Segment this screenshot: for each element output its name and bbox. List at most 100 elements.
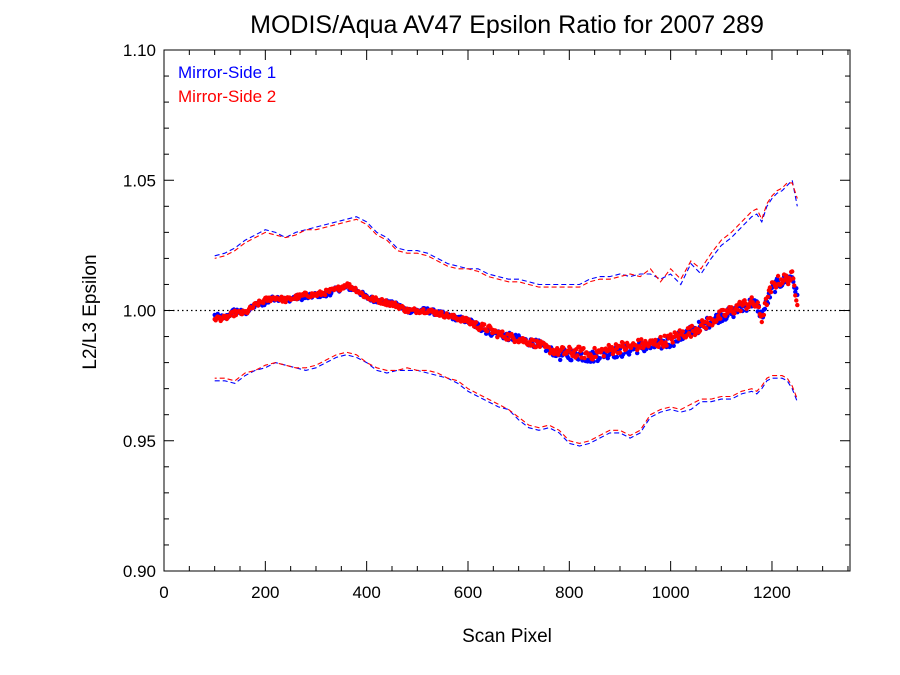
mirror-side-2-point: [755, 300, 760, 305]
mirror-side-2-point: [775, 273, 781, 279]
mirror-side-2-point: [577, 344, 582, 350]
mirror-side-2-point: [786, 281, 791, 287]
mirror-side-2-point: [568, 346, 573, 351]
legend: Mirror-Side 1 Mirror-Side 2: [178, 63, 276, 106]
mirror-side-1-point: [772, 289, 778, 295]
mirror-side-2-point: [495, 335, 500, 340]
mirror-side-2-point: [765, 294, 771, 299]
mirror-side-1-point: [614, 354, 620, 360]
mirror-side-2-point: [793, 293, 798, 298]
mirror-side-2-point: [790, 269, 795, 274]
x-axis-label: Scan Pixel: [462, 626, 552, 647]
x-tick-label: 0: [159, 583, 168, 602]
mirror-side-2-point: [353, 285, 358, 291]
mirror-side-2-point: [795, 302, 800, 308]
mirror-side-2-point: [703, 326, 709, 331]
mirror-side-2-upper-bound: [214, 182, 798, 288]
mirror-side-2-point: [697, 328, 703, 333]
legend-entry-mirror-side-1: Mirror-Side 1: [178, 63, 276, 82]
mirror-side-2-point: [575, 353, 580, 358]
mirror-side-2-point: [609, 345, 615, 350]
mirror-side-2-point: [639, 337, 644, 342]
axis-ticks: 0 200 400 600 800 1000 1200 0.90 0.95 1.00 1.05 1.1…: [123, 41, 850, 602]
mirror-side-2-point: [421, 307, 426, 312]
mirror-side-2-point: [617, 350, 623, 355]
mirror-side-1-point: [569, 358, 574, 363]
mirror-side-2-point: [635, 347, 640, 353]
x-tick-label: 400: [352, 583, 380, 602]
mirror-side-2-point: [670, 340, 675, 345]
mirror-side-1-point: [626, 352, 632, 357]
mirror-side-2-point: [555, 346, 560, 351]
mirror-side-2-point: [784, 273, 789, 278]
y-tick-label: 1.05: [123, 171, 156, 190]
mirror-side-2-point: [485, 329, 490, 334]
plot-area: [164, 179, 850, 447]
mirror-side-2-point: [439, 309, 444, 315]
mirror-side-2-point: [656, 344, 661, 349]
mirror-side-2-point: [437, 313, 442, 318]
mirror-side-2-point: [623, 346, 629, 352]
mirror-side-2-point: [582, 355, 587, 361]
mirror-side-1-point: [762, 306, 768, 312]
mirror-side-2-point: [732, 311, 737, 316]
x-tick-label: 600: [454, 583, 482, 602]
mirror-side-2-point: [592, 345, 597, 351]
mirror-side-2-point: [718, 316, 723, 321]
mirror-side-2-point: [482, 322, 487, 327]
mirror-side-2-point: [791, 276, 796, 281]
mirror-side-1-lower-bound: [214, 354, 798, 447]
mirror-side-2-points: [212, 269, 800, 362]
x-tick-label: 800: [555, 583, 583, 602]
y-axis-label: L2/L3 Epsilon: [80, 254, 101, 369]
mirror-side-2-point: [738, 308, 743, 314]
mirror-side-2-point: [759, 319, 764, 325]
mirror-side-2-point: [379, 297, 385, 302]
mirror-side-1-point: [558, 357, 563, 363]
mirror-side-2-point: [473, 320, 479, 325]
mirror-side-1-point: [635, 350, 640, 356]
y-tick-label: 0.90: [123, 562, 156, 581]
mirror-side-2-point: [676, 336, 681, 341]
mirror-side-2-point: [749, 295, 754, 300]
y-tick-label: 1.10: [123, 41, 156, 60]
mirror-side-2-point: [638, 345, 643, 350]
mirror-side-2-point: [756, 304, 761, 310]
mirror-side-2-point: [601, 354, 606, 359]
mirror-side-2-point: [588, 352, 593, 357]
mirror-side-1-point: [731, 314, 736, 320]
mirror-side-2-point: [479, 326, 484, 331]
mirror-side-2-lower-bound: [214, 351, 798, 444]
x-tick-label: 1200: [753, 583, 791, 602]
mirror-side-2-point: [593, 354, 598, 359]
mirror-side-1-upper-bound: [214, 179, 798, 286]
mirror-side-2-point: [620, 340, 626, 346]
mirror-side-2-point: [296, 295, 301, 301]
mirror-side-2-point: [322, 292, 328, 298]
mirror-side-1-point: [671, 343, 676, 348]
y-tick-label: 0.95: [123, 432, 156, 451]
mirror-side-2-point: [680, 329, 685, 334]
mirror-side-2-point: [664, 343, 669, 348]
mirror-side-2-point: [689, 323, 695, 329]
mirror-side-2-point: [581, 346, 586, 351]
mirror-side-2-point: [688, 334, 694, 339]
mirror-side-2-point: [767, 285, 773, 290]
x-tick-label: 1000: [652, 583, 690, 602]
mirror-side-2-point: [261, 300, 266, 306]
mirror-side-2-point: [256, 303, 261, 308]
mirror-side-2-point: [500, 329, 505, 334]
mirror-side-2-point: [658, 334, 663, 340]
mirror-side-2-point: [729, 305, 734, 310]
mirror-side-2-point: [653, 337, 658, 343]
chart-title: MODIS/Aqua AV47 Epsilon Ratio for 2007 2…: [250, 11, 764, 39]
x-tick-label: 200: [251, 583, 279, 602]
y-tick-label: 1.00: [123, 302, 156, 321]
mirror-side-2-point: [764, 302, 770, 308]
mirror-side-2-point: [523, 338, 528, 343]
mirror-side-2-point: [792, 283, 797, 288]
mirror-side-2-point: [768, 289, 774, 295]
mirror-side-2-point: [668, 332, 673, 337]
mirror-side-2-point: [794, 298, 799, 303]
